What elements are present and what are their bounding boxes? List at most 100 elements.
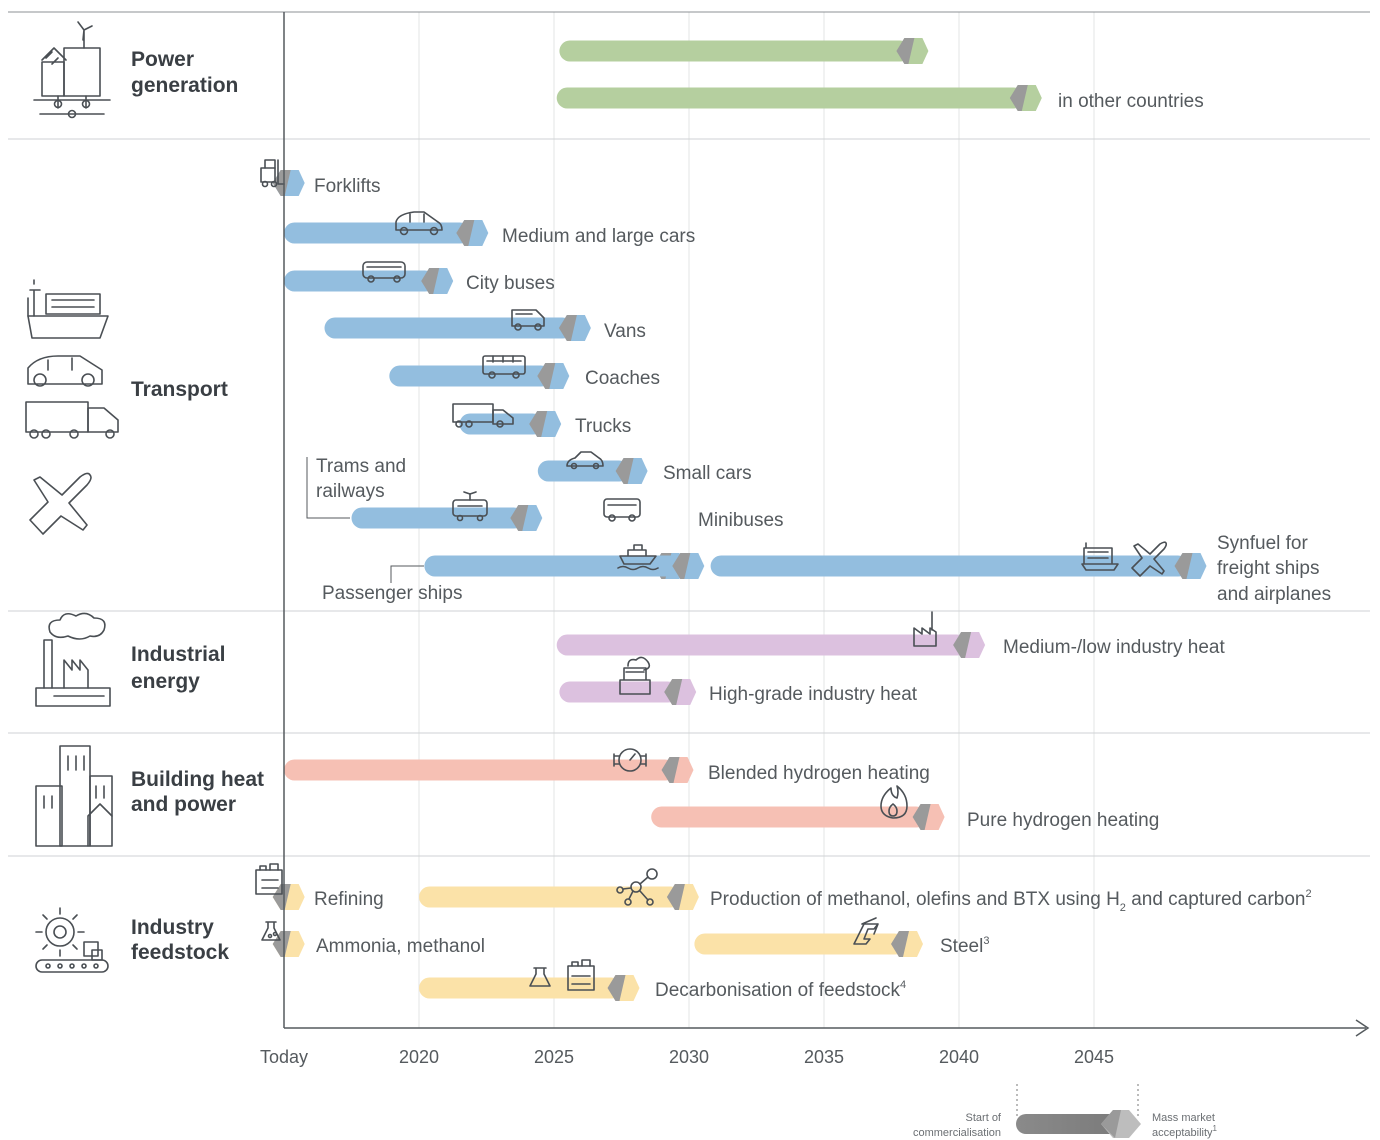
- tram-icon: [452, 491, 488, 522]
- bar-pure-hydrogen-heating: [651, 804, 945, 830]
- bar-power-generation: [559, 38, 929, 64]
- bar-refining: [272, 884, 305, 910]
- sector-separators: [8, 11, 1370, 857]
- grid-lines: [418, 12, 1095, 1028]
- bar-medium-low-industry-heat: [556, 632, 986, 658]
- car-icon: [395, 211, 443, 236]
- power-plant-icon: [33, 21, 111, 119]
- end-marker-grey: [510, 505, 529, 531]
- bar-vans: [324, 315, 591, 341]
- sector-label-transport: Transport: [131, 378, 228, 401]
- truck-icon: [452, 403, 514, 428]
- label-ammonia-methanol: Ammonia, methanol: [316, 936, 485, 957]
- label-steel-text: Steel: [940, 936, 983, 957]
- label-refining: Refining: [314, 889, 384, 910]
- label-minibuses: Minibuses: [698, 510, 784, 531]
- label-synfuel-line1: Synfuel for: [1217, 533, 1308, 554]
- sector-building-line2: and power: [131, 793, 236, 816]
- end-marker-grey: [953, 632, 972, 658]
- bar-body: [556, 87, 1024, 109]
- end-marker-grey: [537, 363, 556, 389]
- end-marker-grey: [896, 38, 915, 64]
- plant-icon: [619, 656, 651, 695]
- bar-body: [710, 555, 1189, 577]
- transport-icon: [25, 279, 119, 535]
- leader-trams: [306, 457, 350, 519]
- van-icon: [511, 309, 545, 331]
- leader-passenger-ships: [390, 565, 424, 583]
- end-marker-grey: [672, 553, 691, 579]
- end-marker-grey: [912, 804, 931, 830]
- bar-body: [351, 507, 525, 529]
- sector-building-line1: Building heat: [131, 768, 264, 791]
- meter-icon: [613, 748, 647, 772]
- bar-body: [694, 933, 905, 955]
- bar-small-cars: [537, 458, 648, 484]
- x-tick-2020: 2020: [399, 1047, 439, 1067]
- x-tick-Today: Today: [260, 1047, 308, 1067]
- label-synfuel: Synfuel for freight ships and airplanes: [1217, 533, 1331, 605]
- label-blended-hydrogen: Blended hydrogen heating: [708, 763, 930, 784]
- steel-beam-icon: [853, 917, 879, 945]
- refinery-icon: [255, 863, 283, 895]
- label-trams-line1: Trams and: [316, 456, 406, 477]
- sector-label-feedstock: Industry feedstock: [131, 916, 229, 964]
- label-methanol-text: Production of methanol, olefins and BTX …: [710, 889, 1120, 910]
- x-tick-2040: 2040: [939, 1047, 979, 1067]
- bar-production-of-methanol-olefins-and-btx-using-h: [419, 884, 699, 910]
- label-decarb-note: 4: [900, 979, 906, 991]
- label-steel: Steel3: [940, 935, 989, 957]
- label-methanol-olefins: Production of methanol, olefins and BTX …: [710, 888, 1312, 914]
- legend-end-text: acceptability: [1152, 1127, 1213, 1139]
- label-decarbonisation: Decarbonisation of feedstock4: [655, 979, 906, 1001]
- x-tick-2045: 2045: [1074, 1047, 1114, 1067]
- label-trucks: Trucks: [575, 416, 631, 437]
- bar-body: [424, 555, 687, 577]
- sector-feedstock-line2: feedstock: [131, 941, 229, 964]
- sector-industrial-line2: energy: [131, 670, 200, 693]
- bar-body: [419, 977, 622, 999]
- label-methanol-sub: 2: [1120, 902, 1126, 914]
- sector-label-power: Power generation: [131, 48, 238, 97]
- bars-layer: [272, 38, 1207, 1001]
- end-marker-grey: [272, 884, 291, 910]
- bar-body: [537, 460, 630, 482]
- molecule-icon: [616, 868, 658, 906]
- bar-icons: [255, 159, 1168, 991]
- bar-passenger-ships: [424, 553, 705, 579]
- label-synfuel-line2: freight ships: [1217, 558, 1319, 579]
- x-tick-2030: 2030: [669, 1047, 709, 1067]
- legend-marker-dark: [1101, 1110, 1121, 1138]
- legend-end-line2: acceptability1: [1152, 1124, 1218, 1139]
- label-forklifts: Forklifts: [314, 176, 381, 197]
- bar-blended-hydrogen-heating: [284, 757, 694, 783]
- bar-ammonia-methanol: [272, 931, 305, 957]
- label-decarb-text: Decarbonisation of feedstock: [655, 980, 901, 1001]
- x-tick-2035: 2035: [804, 1047, 844, 1067]
- bar-body: [559, 681, 679, 703]
- label-medium-large-cars: Medium and large cars: [502, 226, 695, 247]
- label-power-other-countries: in other countries: [1058, 91, 1204, 112]
- legend-start-line2: commercialisation: [913, 1127, 1001, 1139]
- bar-in-other-countries: [556, 85, 1042, 111]
- buildings-icon: [35, 745, 113, 847]
- factory-icon: [35, 612, 111, 707]
- factory-small-icon: [913, 611, 937, 647]
- chem-icon: [529, 959, 595, 991]
- bus-icon: [362, 261, 406, 283]
- legend-start-line1: Start of: [966, 1112, 1002, 1124]
- bar-high-grade-industry-heat: [559, 679, 697, 705]
- label-methanol-note: 2: [1306, 888, 1312, 900]
- sector-power-line2: generation: [131, 74, 238, 97]
- bar-body: [324, 317, 573, 339]
- bar-body: [284, 759, 676, 781]
- bar-coaches: [389, 363, 570, 389]
- ship-icon: [617, 544, 659, 571]
- legend: Start of commercialisation Mass market a…: [913, 1084, 1218, 1139]
- bar-body: [556, 634, 968, 656]
- end-marker-grey: [272, 931, 291, 957]
- label-passenger-ships: Passenger ships: [322, 583, 462, 604]
- bar-steel: [694, 931, 923, 957]
- x-tick-labels: Today 2020 2025 2030 2035 2040 2045: [260, 1047, 1114, 1067]
